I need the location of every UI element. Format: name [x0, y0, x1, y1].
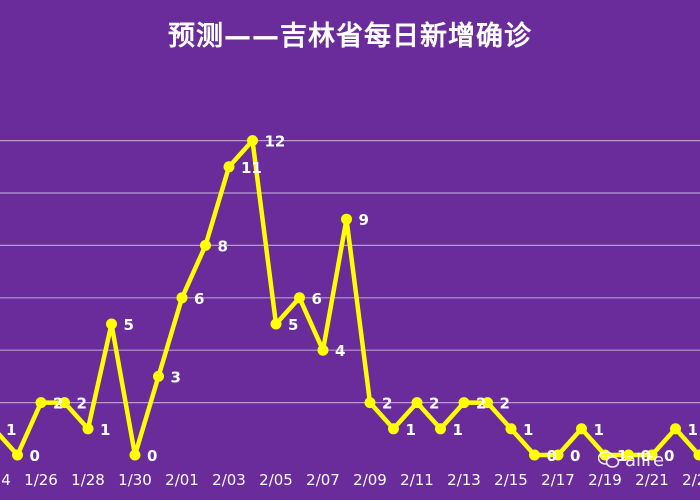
data-label: 2 — [53, 395, 63, 413]
data-point — [176, 292, 188, 304]
data-point — [82, 423, 94, 435]
x-tick-label: 2/23 — [682, 471, 700, 489]
x-tick-label: 2/19 — [588, 471, 622, 489]
data-point — [646, 449, 658, 461]
data-label: 0 — [547, 447, 557, 465]
x-tick-label: 1/24 — [0, 471, 11, 489]
data-label: 2 — [476, 395, 486, 413]
data-point — [576, 423, 587, 435]
x-tick-label: 1/30 — [118, 471, 152, 489]
x-axis-ticks: 1/24 1/26 1/28 1/30 2/01 2/03 2/05 2/07 2/09 2/11… — [0, 471, 700, 489]
data-label: 1 — [6, 421, 16, 439]
data-label: 1 — [688, 421, 698, 439]
data-point — [623, 449, 634, 461]
data-label: 6 — [312, 290, 322, 308]
wechat-icon — [597, 451, 620, 469]
data-point — [270, 318, 282, 330]
data-label: 1 — [406, 421, 416, 439]
data-point — [435, 423, 446, 435]
data-label: 6 — [194, 290, 204, 308]
data-point — [200, 239, 211, 251]
chart-title: 预测——吉林省每日新增确诊 — [168, 21, 532, 52]
series-layer — [0, 135, 700, 461]
x-tick-label: 1/26 — [24, 471, 58, 489]
data-label: 0 — [641, 447, 651, 465]
data-label: 1 — [453, 421, 463, 439]
x-tick-label: 2/07 — [306, 471, 340, 489]
x-tick-label: 2/15 — [494, 471, 528, 489]
data-label: 2 — [429, 395, 439, 413]
data-point — [529, 449, 540, 461]
data-point — [294, 292, 305, 304]
data-point — [317, 344, 329, 356]
x-tick-label: 2/09 — [353, 471, 387, 489]
data-point — [693, 449, 700, 461]
data-label: 3 — [171, 368, 181, 386]
x-tick-label: 2/01 — [165, 471, 199, 489]
x-tick-label: 2/03 — [212, 471, 246, 489]
data-point — [505, 423, 517, 435]
data-label: 8 — [218, 237, 228, 255]
grid-lines — [0, 140, 700, 404]
data-label: 0 — [147, 447, 157, 465]
data-point — [341, 213, 352, 225]
watermark: alire — [597, 447, 700, 473]
data-point — [364, 397, 376, 409]
data-label: 2 — [500, 395, 510, 413]
data-point — [670, 423, 681, 435]
data-point — [552, 449, 564, 461]
data-point — [153, 370, 164, 382]
data-label: 11 — [241, 159, 262, 177]
data-point — [35, 397, 47, 409]
data-point — [12, 449, 23, 461]
data-label: 5 — [124, 316, 134, 334]
data-label: 2 — [77, 395, 87, 413]
data-point — [59, 397, 70, 409]
data-label: 4 — [335, 342, 345, 360]
data-point — [482, 397, 493, 409]
data-point — [458, 397, 470, 409]
data-label: 0 — [30, 447, 40, 465]
data-point — [388, 423, 399, 435]
data-point — [411, 397, 423, 409]
x-tick-label: 2/17 — [541, 471, 575, 489]
data-point — [223, 161, 235, 173]
data-label: 5 — [288, 316, 298, 334]
data-label: 0 — [664, 447, 674, 465]
x-tick-label: 1/28 — [71, 471, 105, 489]
x-tick-label: 2/05 — [259, 471, 293, 489]
data-point — [106, 318, 117, 330]
data-label: 1 — [617, 447, 627, 465]
x-tick-label: 2/13 — [447, 471, 481, 489]
data-label: 1 — [100, 421, 110, 439]
data-labels: 102215036811125649212122100110010 — [6, 133, 698, 465]
x-tick-label: 2/11 — [400, 471, 434, 489]
data-point — [129, 449, 141, 461]
data-label: 1 — [594, 421, 604, 439]
data-label: 9 — [359, 211, 369, 229]
data-point — [247, 135, 258, 147]
x-tick-label: 2/21 — [635, 471, 669, 489]
data-label: 2 — [382, 395, 392, 413]
data-label: 0 — [570, 447, 580, 465]
data-label: 12 — [265, 133, 286, 151]
watermark-text: alire — [625, 449, 665, 471]
data-label: 1 — [523, 421, 533, 439]
